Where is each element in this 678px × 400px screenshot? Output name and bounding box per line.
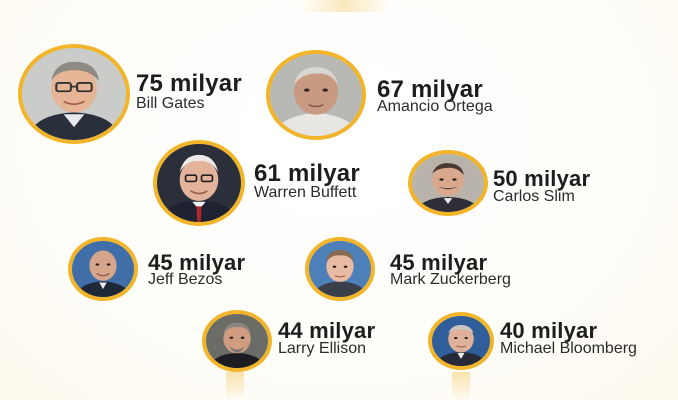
net-worth-warren-buffett: 61 milyar — [254, 160, 360, 187]
decorative-glow-bottom-left — [226, 372, 244, 400]
portrait-larry-ellison — [202, 310, 272, 372]
portrait-jeff-bezos — [68, 237, 138, 301]
name-michael-bloomberg: Michael Bloomberg — [500, 340, 637, 357]
portrait-amancio-ortega — [266, 50, 366, 140]
portrait-mark-zuckerberg — [305, 237, 375, 301]
decorative-glow-top — [300, 0, 390, 12]
net-worth-larry-ellison: 44 milyar — [278, 318, 376, 343]
name-mark-zuckerberg: Mark Zuckerberg — [390, 271, 511, 288]
net-worth-bill-gates: 75 milyar — [136, 70, 242, 97]
name-larry-ellison: Larry Ellison — [278, 340, 367, 357]
net-worth-carlos-slim: 50 milyar — [493, 166, 591, 191]
name-carlos-slim: Carlos Slim — [493, 188, 575, 205]
name-warren-buffett: Warren Buffett — [254, 184, 357, 201]
decorative-glow-bottom-right — [452, 372, 470, 400]
net-worth-jeff-bezos: 45 milyar — [148, 250, 246, 275]
portrait-michael-bloomberg — [428, 312, 494, 370]
net-worth-mark-zuckerberg: 45 milyar — [390, 250, 488, 275]
name-bill-gates: Bill Gates — [136, 95, 205, 112]
name-amancio-ortega: Amancio Ortega — [377, 98, 493, 115]
portrait-bill-gates — [18, 44, 130, 144]
net-worth-michael-bloomberg: 40 milyar — [500, 318, 598, 343]
name-jeff-bezos: Jeff Bezos — [148, 271, 223, 288]
net-worth-amancio-ortega: 67 milyar — [377, 76, 483, 103]
portrait-carlos-slim — [408, 150, 488, 216]
portrait-warren-buffett — [153, 140, 245, 226]
